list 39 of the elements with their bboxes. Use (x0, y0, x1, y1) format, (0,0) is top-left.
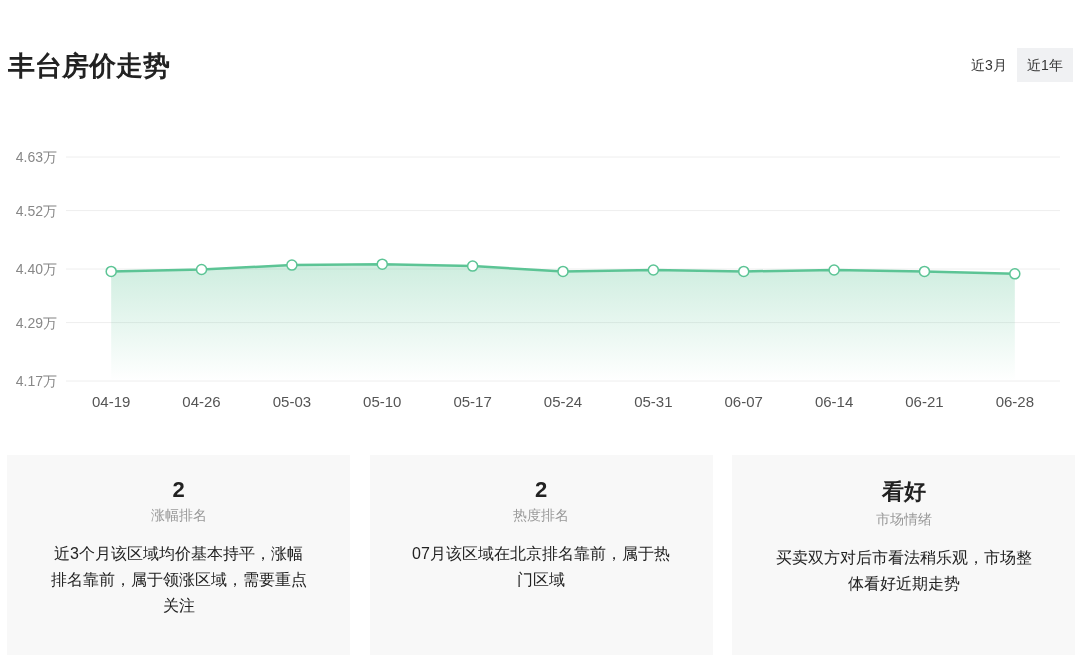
text: 涨幅排名 (149, 507, 208, 525)
x-tick-label: 05-17 (453, 393, 492, 410)
x-tick-label: 05-24 (543, 393, 583, 410)
text: 热度排名 (512, 507, 570, 525)
x-tick-label: 05-03 (272, 393, 312, 410)
text: 2 (171, 477, 186, 503)
text: 近3个月该区域均价基本持平，涨幅排名靠前，属于领涨区域，需要重点关注 (49, 544, 308, 616)
point (286, 259, 298, 271)
point (557, 265, 569, 278)
text: 市场情绪 (874, 511, 933, 529)
y-tick-label: 4.40万 (15, 261, 57, 277)
x-tick-label: 04-19 (91, 393, 131, 410)
text: 2 (533, 477, 549, 503)
x-tick-label: 06-28 (995, 393, 1035, 410)
x-tick-label: 04-26 (182, 393, 221, 410)
point (828, 264, 840, 276)
point (466, 260, 479, 272)
point (647, 264, 660, 276)
text: 近3月 (961, 48, 1017, 82)
point (195, 263, 208, 276)
chart-title: 丰台房价走势 (7, 51, 170, 81)
text: 07月该区域在北京排名靠前，属于热门区域 (411, 544, 671, 590)
x-tick-label: 05-10 (363, 393, 402, 410)
point (105, 265, 117, 278)
x-tick-label: 06-07 (724, 393, 763, 410)
text: 买卖双方对后市看法稍乐观，市场整体看好近期走势 (774, 548, 1033, 594)
point (918, 265, 931, 278)
y-tick-label: 4.29万 (15, 314, 57, 331)
x-tick-label: 06-21 (905, 393, 944, 410)
point (376, 258, 389, 270)
point (737, 265, 750, 278)
y-tick-label: 4.52万 (15, 202, 57, 219)
text: 近1年 (1017, 48, 1073, 82)
point (1009, 268, 1021, 280)
x-tick-label: 06-14 (814, 393, 854, 410)
y-tick-label: 4.63万 (15, 149, 57, 165)
text: 看好 (880, 478, 927, 506)
y-tick-label: 4.17万 (15, 373, 57, 389)
x-tick-label: 05-31 (634, 393, 673, 410)
